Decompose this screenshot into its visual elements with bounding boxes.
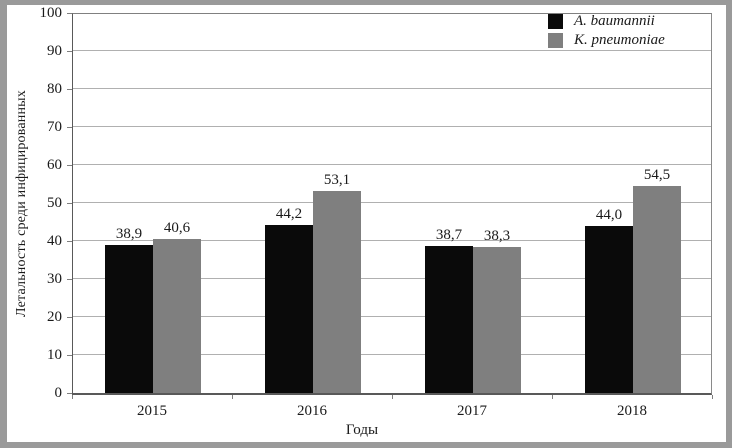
y-tick-label: 20 bbox=[47, 309, 62, 325]
legend-item: A. baumannii bbox=[548, 14, 665, 29]
y-tick-label: 0 bbox=[54, 385, 63, 401]
x-tick-mark bbox=[552, 395, 553, 399]
gridline bbox=[73, 88, 711, 89]
bar-value-label: 40,6 bbox=[163, 219, 191, 236]
y-tick-mark bbox=[67, 165, 72, 166]
y-tick-mark bbox=[67, 279, 72, 280]
legend-label: K. pneumoniae bbox=[574, 32, 665, 48]
gridline bbox=[73, 164, 711, 165]
gridline bbox=[73, 316, 711, 317]
bar-2015-a-baumannii bbox=[105, 245, 153, 393]
y-tick-label: 30 bbox=[47, 271, 62, 287]
y-tick-mark bbox=[67, 13, 72, 14]
legend: A. baumannii K. pneumoniae bbox=[548, 14, 665, 48]
y-tick-label: 100 bbox=[39, 5, 63, 21]
plot-area: 38,9 40,6 44,2 53,1 38,7 38,3 44,0 54,5 bbox=[72, 13, 712, 395]
gridline bbox=[73, 278, 711, 279]
bar-value-label: 44,2 bbox=[275, 206, 303, 223]
y-tick-mark bbox=[67, 89, 72, 90]
bar-2016-a-baumannii bbox=[265, 225, 313, 393]
bar-value-label: 53,1 bbox=[323, 172, 351, 189]
y-tick-mark bbox=[67, 355, 72, 356]
y-tick-mark bbox=[67, 127, 72, 128]
legend-swatch-k-pneumoniae bbox=[548, 33, 563, 48]
y-tick-label: 70 bbox=[47, 119, 62, 135]
y-tick-label: 40 bbox=[47, 233, 62, 249]
y-tick-mark bbox=[67, 393, 72, 394]
bar-value-label: 38,3 bbox=[483, 228, 511, 245]
x-tick-label: 2016 bbox=[297, 403, 327, 419]
bar-value-label: 44,0 bbox=[595, 206, 623, 223]
gridline bbox=[73, 50, 711, 51]
y-tick-label: 10 bbox=[47, 347, 62, 363]
x-tick-mark bbox=[72, 395, 73, 399]
legend-swatch-a-baumannii bbox=[548, 14, 563, 29]
bar-2018-a-baumannii bbox=[585, 225, 633, 393]
bar-2016-k-pneumoniae bbox=[313, 191, 361, 393]
gridline bbox=[73, 354, 711, 355]
y-tick-mark bbox=[67, 241, 72, 242]
x-tick-mark bbox=[392, 395, 393, 399]
x-tick-label: 2018 bbox=[617, 403, 647, 419]
bar-2018-k-pneumoniae bbox=[633, 185, 681, 393]
bar-2015-k-pneumoniae bbox=[153, 238, 201, 393]
gridline bbox=[73, 240, 711, 241]
y-tick-label: 80 bbox=[47, 81, 62, 97]
bar-2017-a-baumannii bbox=[425, 245, 473, 393]
bar-value-label: 54,5 bbox=[643, 166, 671, 183]
gridline bbox=[73, 202, 711, 203]
y-tick-label: 50 bbox=[47, 195, 62, 211]
legend-item: K. pneumoniae bbox=[548, 33, 665, 48]
x-tick-mark bbox=[712, 395, 713, 399]
gridline bbox=[73, 126, 711, 127]
y-tick-label: 90 bbox=[47, 43, 62, 59]
y-tick-label: 60 bbox=[47, 157, 62, 173]
legend-label: A. baumannii bbox=[574, 13, 655, 29]
bar-value-label: 38,9 bbox=[115, 226, 143, 243]
y-tick-mark bbox=[67, 203, 72, 204]
x-tick-label: 2017 bbox=[457, 403, 487, 419]
bar-value-label: 38,7 bbox=[435, 226, 463, 243]
x-tick-label: 2015 bbox=[137, 403, 167, 419]
bar-2017-k-pneumoniae bbox=[473, 247, 521, 393]
y-tick-mark bbox=[67, 317, 72, 318]
x-tick-mark bbox=[232, 395, 233, 399]
y-tick-mark bbox=[67, 51, 72, 52]
x-axis-title: Годы bbox=[345, 422, 379, 438]
